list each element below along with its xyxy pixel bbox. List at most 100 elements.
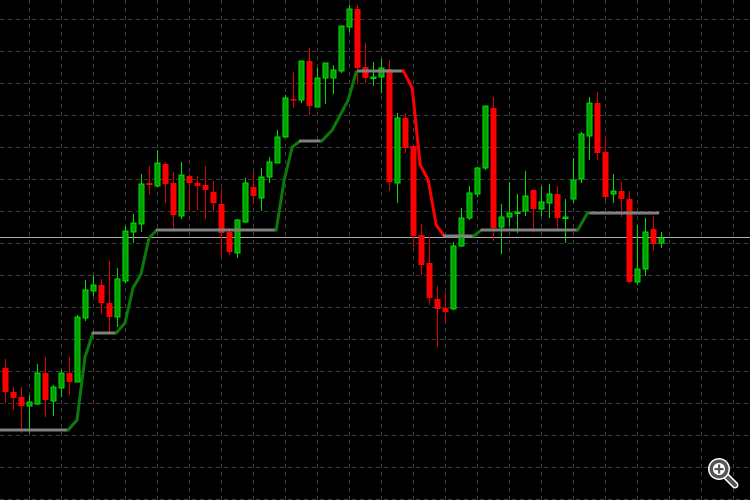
candle-body-bear — [602, 152, 609, 197]
candle-body-bull — [82, 289, 89, 319]
candle-body-bear — [10, 392, 17, 398]
trail-line-segment-down — [434, 223, 446, 238]
candle — [474, 167, 481, 197]
candle-body-bull — [314, 77, 321, 108]
candle — [602, 137, 609, 200]
trail-line-segment-up — [576, 211, 589, 232]
trail-line-segment-up — [75, 355, 87, 422]
candle — [546, 184, 553, 218]
trail-line-segment-up — [114, 321, 127, 335]
candle-body-bull — [234, 219, 241, 254]
candle — [650, 216, 657, 251]
candle — [450, 242, 457, 310]
candle-body-bear — [170, 183, 177, 215]
candle-body-bear — [194, 183, 201, 186]
candle-body-bear — [626, 199, 633, 282]
candle — [634, 225, 641, 285]
candle-body-bull — [394, 117, 401, 184]
candle — [178, 162, 185, 219]
candle-body-bull — [298, 60, 305, 101]
candle-body-bull — [154, 162, 161, 187]
candle-body-bull — [346, 8, 353, 28]
candle — [426, 237, 433, 305]
trail-line-segment-up — [330, 113, 342, 132]
trail-line-segment-up — [338, 98, 350, 117]
candle — [642, 218, 649, 276]
candle-body-bull — [522, 195, 529, 212]
trail-line-segment-up — [66, 418, 79, 432]
candle — [490, 97, 497, 241]
candle-body-bear — [410, 146, 417, 236]
candle-body-bull — [514, 211, 521, 214]
candle — [658, 232, 665, 248]
candle-body-bear — [386, 69, 393, 182]
candle — [202, 166, 209, 219]
candle — [114, 268, 121, 327]
candle — [122, 226, 129, 283]
candle — [298, 60, 305, 103]
candle-body-bull — [466, 192, 473, 219]
candle — [434, 286, 441, 347]
candle-body-bull — [74, 316, 81, 383]
candle-body-bear — [106, 303, 113, 317]
candle-body-bear — [162, 164, 169, 184]
candle — [90, 275, 97, 296]
candle — [610, 174, 617, 203]
candle — [482, 105, 489, 170]
candle-body-bull — [578, 133, 585, 180]
candle — [418, 224, 425, 275]
candle — [394, 113, 401, 203]
candle — [530, 190, 537, 232]
candle-body-bull — [450, 245, 457, 310]
trail-line-segment-up — [147, 228, 159, 240]
candle — [274, 130, 281, 164]
candle-body-bear — [226, 232, 233, 252]
candle-body-bear — [650, 229, 657, 244]
candles — [2, 5, 665, 433]
candle — [458, 208, 465, 247]
candle — [250, 172, 257, 204]
candle-body-bear — [66, 373, 73, 382]
trail-line-segment-up — [346, 70, 358, 102]
candle — [258, 168, 265, 211]
candle — [554, 186, 561, 229]
candle-body-bear — [146, 183, 153, 185]
candle-body-bull — [274, 136, 281, 164]
candle-body-bear — [434, 299, 441, 309]
candle-body-bull — [562, 216, 569, 219]
candle-body-bull — [642, 231, 649, 270]
candle — [98, 279, 105, 314]
trail-line-segment-up — [290, 139, 302, 149]
candle-body-bear — [618, 191, 625, 199]
candle — [282, 95, 289, 138]
candle-body-bear — [554, 194, 561, 218]
candle — [234, 219, 241, 258]
candle-body-bear — [42, 373, 49, 400]
candle-body-bull — [242, 182, 249, 223]
candle — [306, 48, 313, 115]
candle — [290, 72, 297, 108]
candle-body-bear — [210, 192, 217, 203]
trail-line-segment-down — [426, 178, 438, 227]
candle-body-bear — [442, 308, 449, 312]
candle-body-bull — [58, 372, 65, 389]
trail-line-segment-up — [274, 178, 286, 232]
candle — [562, 199, 569, 243]
trail-line-segment-down — [410, 86, 422, 167]
zoom-in-button[interactable] — [704, 454, 740, 490]
candle — [66, 357, 73, 395]
candle-body-bull — [474, 167, 481, 195]
candle-body-bear — [594, 103, 601, 153]
candle-body-bull — [610, 190, 617, 195]
candle — [506, 182, 513, 226]
candle — [162, 162, 169, 203]
candle — [10, 387, 17, 410]
candle-body-bull — [498, 216, 505, 228]
candle — [346, 5, 353, 32]
candle-body-bull — [282, 97, 289, 138]
candle — [106, 261, 113, 333]
candle — [594, 92, 601, 160]
candle-body-bull — [90, 284, 97, 292]
